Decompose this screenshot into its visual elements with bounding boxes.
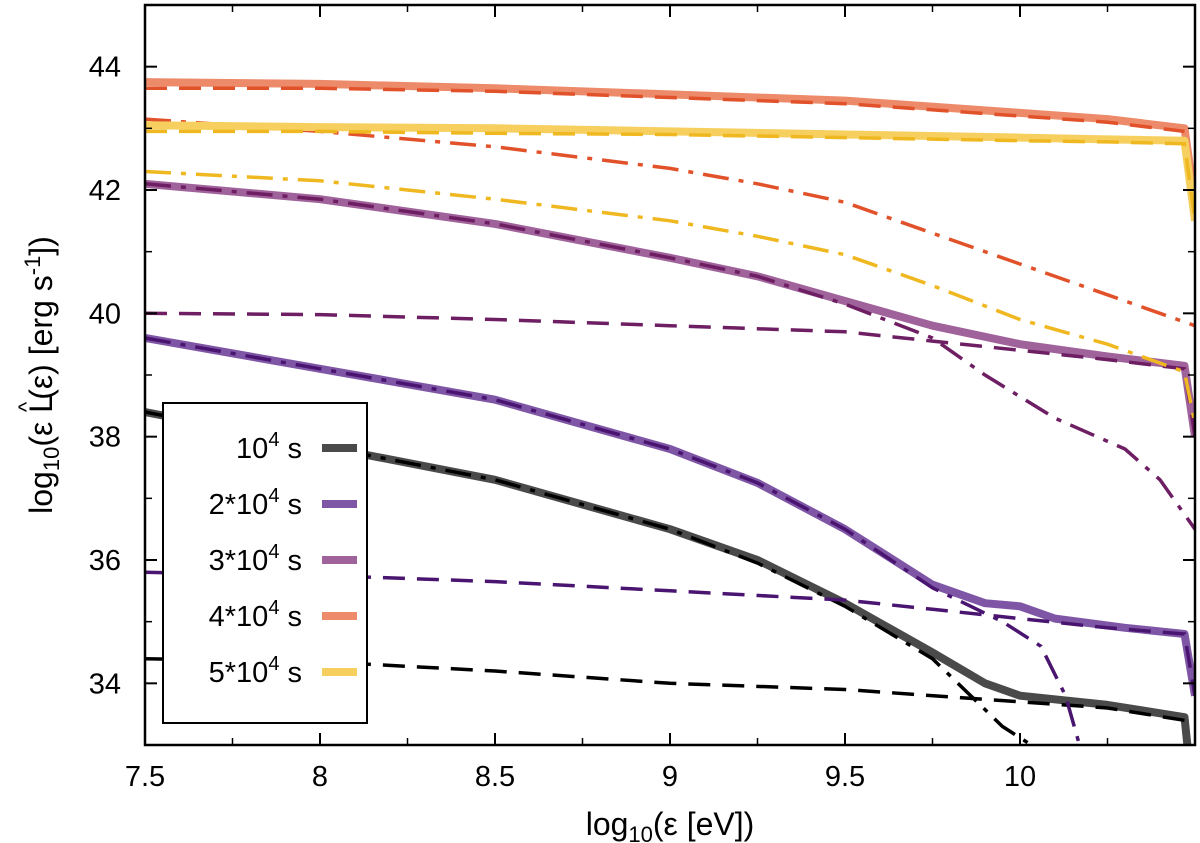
ticks-layer: 7.5 8 8.5 9 9.5 10 34 36 38 40 42 44: [89, 4, 1195, 793]
legend-label: 5*104 s: [209, 653, 302, 689]
legend: 104 s 2*104 s 3*104 s 4*104 s 5*104 s: [162, 402, 368, 724]
y-tick-label: 42: [89, 175, 121, 207]
series-line-dashed: [145, 311, 1195, 437]
series-5x104-s: [145, 121, 1195, 425]
legend-label: 4*104 s: [209, 597, 302, 633]
x-tick-label: 9: [662, 761, 678, 793]
x-tick-label: 9.5: [825, 761, 865, 793]
x-tick-label: 7.5: [125, 761, 165, 793]
y-tick-label: 40: [89, 298, 121, 330]
x-tick-label: 8.5: [475, 761, 515, 793]
legend-label: 2*104 s: [209, 485, 302, 521]
y-axis-title: log10(ε L^(ε) [erg s-1]): [14, 236, 64, 514]
x-tick-label: 10: [1004, 761, 1036, 793]
series-line-dashdot: [145, 117, 1195, 328]
series-line-dashed: [145, 86, 1185, 134]
series-line-total: [145, 334, 1195, 697]
series-line-total: [145, 121, 1195, 222]
y-tick-label: 38: [89, 422, 121, 454]
legend-item: 3*104 s: [209, 541, 357, 577]
y-tick-label: 36: [89, 545, 121, 577]
y-tick-label: 44: [89, 52, 121, 84]
legend-item: 104 s: [236, 429, 357, 465]
legend-label: 104 s: [236, 429, 302, 465]
series-line-dashed: [145, 570, 1195, 696]
legend-item: 5*104 s: [209, 653, 357, 689]
series-3x104-s: [145, 179, 1195, 531]
series-line-dashdot: [145, 410, 1035, 745]
series-2x104-s: [145, 334, 1195, 745]
y-tick-label: 34: [89, 668, 121, 700]
series-line-dashed: [145, 129, 1195, 222]
series-line-dashdot: [145, 169, 1195, 425]
series-4x104-s: [145, 78, 1195, 328]
series-line-dashdot: [145, 336, 1082, 745]
legend-item: 2*104 s: [209, 485, 357, 521]
legend-item: 4*104 s: [209, 597, 357, 633]
series-layer: [145, 78, 1195, 745]
series-line-dashdot: [145, 182, 1195, 531]
x-axis-title: log10(ε [eV]): [586, 806, 755, 843]
series-line-total: [145, 78, 1195, 203]
legend-label: 3*104 s: [209, 541, 302, 577]
x-tick-label: 8: [312, 761, 328, 793]
